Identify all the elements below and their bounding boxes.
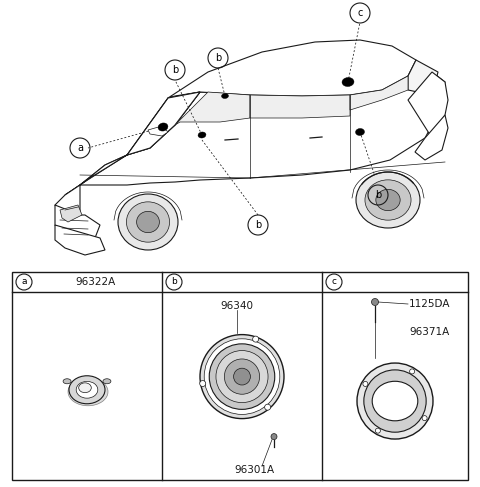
Circle shape [234,368,251,385]
Polygon shape [55,225,105,255]
Ellipse shape [126,202,169,242]
Polygon shape [408,72,448,138]
Text: b: b [255,220,261,230]
Text: a: a [77,143,83,153]
Polygon shape [408,60,438,95]
Circle shape [375,428,380,433]
Polygon shape [65,92,200,195]
Ellipse shape [63,379,71,384]
Ellipse shape [372,381,418,421]
Ellipse shape [365,180,411,220]
Ellipse shape [221,94,228,98]
Ellipse shape [69,376,105,404]
Polygon shape [80,72,445,185]
Circle shape [364,370,426,432]
Ellipse shape [158,123,168,131]
Ellipse shape [103,379,111,384]
Ellipse shape [118,194,178,250]
Circle shape [224,359,260,394]
Circle shape [264,404,271,410]
Text: 96301A: 96301A [234,465,274,475]
Polygon shape [55,185,80,225]
Text: c: c [332,278,336,286]
Ellipse shape [198,132,206,138]
Circle shape [363,381,368,387]
Circle shape [209,344,275,410]
Circle shape [357,363,433,439]
Polygon shape [350,76,408,110]
Polygon shape [127,92,200,155]
Circle shape [200,380,206,387]
Polygon shape [175,92,250,125]
Text: 96371A: 96371A [409,327,449,337]
Circle shape [422,415,427,421]
Polygon shape [148,126,168,136]
Circle shape [200,335,284,419]
Text: 96340: 96340 [220,301,253,311]
Circle shape [409,369,415,374]
Ellipse shape [356,172,420,228]
Ellipse shape [342,77,354,87]
Text: b: b [375,190,381,200]
Text: b: b [172,65,178,75]
Bar [12,272,468,480]
Polygon shape [168,40,416,98]
Ellipse shape [356,129,364,135]
Polygon shape [55,205,100,242]
Ellipse shape [79,383,91,393]
Ellipse shape [68,378,108,406]
Text: 96322A: 96322A [75,277,115,287]
Ellipse shape [76,381,98,398]
Ellipse shape [376,189,400,211]
Ellipse shape [137,211,159,233]
Text: 1125DA: 1125DA [409,299,451,309]
Polygon shape [250,95,350,118]
Circle shape [271,433,277,440]
Text: a: a [21,278,27,286]
Circle shape [204,339,280,414]
Text: c: c [357,8,363,18]
Polygon shape [415,115,448,160]
Circle shape [372,299,379,305]
Text: b: b [215,53,221,63]
Circle shape [252,336,259,342]
Polygon shape [60,205,82,222]
Text: b: b [171,278,177,286]
Circle shape [216,351,268,403]
